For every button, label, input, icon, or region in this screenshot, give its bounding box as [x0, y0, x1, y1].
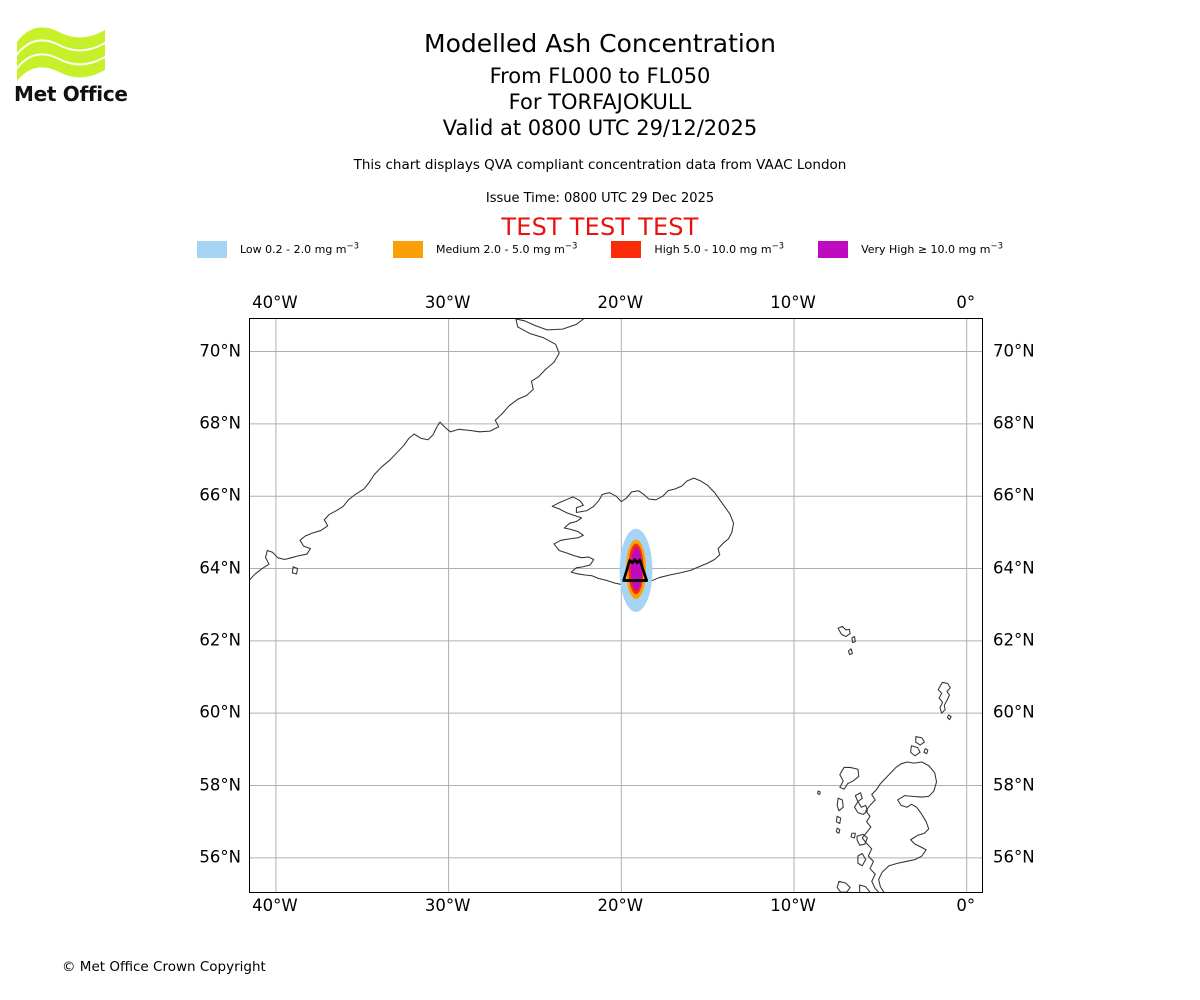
lat-tick-left-5: 66°N — [199, 485, 241, 505]
legend-item-very-high: Very High ≥ 10.0 mg m−3 — [818, 241, 1003, 258]
legend-swatch-very-high — [818, 241, 849, 258]
coastline-path — [837, 625, 851, 638]
lat-tick-right-1: 58°N — [993, 775, 1035, 794]
map-gridlines — [250, 319, 982, 892]
coastline-path — [835, 827, 841, 834]
coastline-path — [850, 832, 856, 839]
lat-tick-right-7: 70°N — [993, 341, 1035, 361]
lon-tick-bottom-2: 20°W — [597, 896, 644, 915]
qva-note: This chart displays QVA compliant concen… — [353, 157, 847, 173]
coastline-path — [836, 880, 851, 892]
lat-tick-left-2: 60°N — [199, 702, 241, 722]
ash-plume-contours — [619, 528, 653, 612]
lon-tick-bottom-3: 10°W — [770, 896, 816, 915]
coastline-path — [923, 748, 929, 755]
legend-label-very-high: Very High ≥ 10.0 mg m−3 — [861, 241, 1003, 256]
volcano-marker-icon — [622, 558, 648, 582]
legend-item-low: Low 0.2 - 2.0 mg m−3 — [197, 241, 359, 258]
lon-tick-top-0: 40°W — [252, 293, 298, 312]
met-office-wave-icon — [17, 27, 105, 81]
coastline-path — [910, 745, 921, 757]
met-office-wordmark: Met Office — [14, 82, 128, 106]
volcano-subtitle: For TORFAJOKULL — [508, 90, 692, 114]
coastline-path — [859, 884, 871, 892]
lat-tick-left-7: 70°N — [199, 341, 241, 361]
coastline-path — [816, 790, 821, 796]
legend-swatch-low — [197, 241, 227, 258]
lat-tick-right-0: 56°N — [993, 847, 1035, 867]
coastline-path — [853, 792, 868, 815]
lon-tick-top-1: 30°W — [424, 293, 471, 312]
lat-tick-left-3: 62°N — [199, 630, 241, 650]
coastline-path — [847, 648, 853, 656]
lon-tick-bottom-4: 0° — [956, 896, 976, 915]
legend-exponent-medium: −3 — [564, 241, 578, 252]
coastline-path — [861, 761, 938, 892]
volcano-cone-glyph — [622, 558, 648, 582]
legend-text-medium: Medium 2.0 - 5.0 mg m — [436, 243, 565, 256]
legend-text-high: High 5.0 - 10.0 mg m — [654, 243, 772, 256]
coastline-path — [851, 635, 856, 644]
lon-tick-top-3: 10°W — [770, 293, 816, 312]
lat-tick-right-4: 64°N — [993, 558, 1035, 578]
lat-tick-left-4: 64°N — [199, 558, 241, 578]
coastline-path — [937, 681, 951, 714]
legend-label-high: High 5.0 - 10.0 mg m−3 — [654, 241, 785, 256]
issue-time: Issue Time: 0800 UTC 29 Dec 2025 — [485, 191, 715, 206]
legend-label-medium: Medium 2.0 - 5.0 mg m−3 — [436, 241, 578, 256]
flight-level-subtitle: From FL000 to FL050 — [489, 64, 711, 88]
copyright-notice: © Met Office Crown Copyright — [62, 959, 266, 975]
lat-tick-left-1: 58°N — [199, 775, 241, 794]
legend-label-low: Low 0.2 - 2.0 mg m−3 — [240, 241, 360, 256]
coastline-path — [835, 815, 842, 825]
coastline-path — [250, 319, 584, 580]
coastline-path — [291, 566, 299, 575]
lat-tick-right-5: 66°N — [993, 485, 1035, 505]
coastline-path — [915, 736, 925, 746]
lat-tick-left-6: 68°N — [199, 413, 241, 433]
legend-swatch-high — [611, 241, 642, 258]
test-banner: TEST TEST TEST — [501, 213, 699, 241]
valid-time-subtitle: Valid at 0800 UTC 29/12/2025 — [442, 116, 758, 140]
lon-tick-bottom-1: 30°W — [424, 896, 471, 915]
legend-text-very-high: Very High ≥ 10.0 mg m — [861, 243, 991, 256]
plume-contour-very-high — [630, 547, 643, 591]
lat-tick-right-2: 60°N — [993, 702, 1035, 722]
legend-swatch-medium — [393, 241, 424, 258]
lon-tick-top-4: 0° — [956, 293, 976, 312]
legend-exponent-high: −3 — [771, 241, 785, 252]
map-coastlines — [250, 319, 952, 892]
coastline-path — [857, 852, 867, 867]
lon-tick-bottom-0: 40°W — [252, 896, 298, 915]
lat-tick-left-0: 56°N — [199, 847, 241, 867]
coastline-path — [839, 766, 860, 790]
coastline-path — [836, 797, 844, 812]
legend-exponent-very-high: −3 — [990, 241, 1003, 252]
map-plot-area[interactable] — [249, 318, 983, 893]
legend-item-high: High 5.0 - 10.0 mg m−3 — [611, 241, 784, 258]
legend-item-medium: Medium 2.0 - 5.0 mg m−3 — [393, 241, 577, 258]
coastline-path — [946, 714, 952, 721]
coastline-path — [856, 833, 868, 846]
legend-text-low: Low 0.2 - 2.0 mg m — [240, 243, 347, 256]
page-title: Modelled Ash Concentration — [424, 29, 776, 58]
map-canvas — [250, 319, 982, 892]
met-office-logo: Met Office — [10, 22, 130, 117]
legend-exponent-low: −3 — [346, 241, 360, 252]
lat-tick-right-6: 68°N — [993, 413, 1035, 433]
lon-tick-top-2: 20°W — [597, 293, 644, 312]
lat-tick-right-3: 62°N — [993, 630, 1035, 650]
concentration-legend: Low 0.2 - 2.0 mg m−3 Medium 2.0 - 5.0 mg… — [0, 241, 1200, 258]
